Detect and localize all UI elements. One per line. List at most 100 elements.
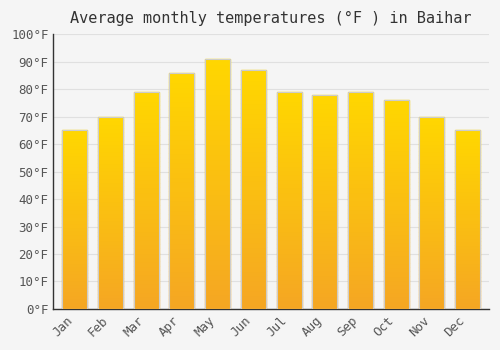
Bar [312,236,337,240]
Bar [348,96,373,100]
Bar [312,129,337,133]
Bar [241,266,266,271]
Bar [348,118,373,122]
Bar [348,257,373,261]
Bar [312,296,337,300]
Bar [276,257,301,261]
Bar [98,124,123,128]
Bar [62,230,88,234]
Bar [98,178,123,182]
Bar [384,305,408,309]
Bar [312,163,337,168]
Bar [62,305,88,309]
Bar [312,138,337,142]
Bar [170,285,194,290]
Bar [420,117,444,309]
Bar [170,139,194,144]
Bar [455,141,480,145]
Bar [62,238,88,241]
Bar [62,256,88,259]
Bar [62,284,88,287]
Bar [420,251,444,255]
Bar [98,155,123,159]
Bar [312,215,337,219]
Bar [241,280,266,285]
Bar [205,249,230,254]
Bar [98,120,123,124]
Bar [241,175,266,180]
Bar [276,187,301,192]
Bar [312,125,337,129]
Bar [134,131,159,135]
Bar [348,292,373,296]
Bar [170,196,194,200]
Bar [455,302,480,305]
Bar [312,180,337,185]
Bar [455,134,480,138]
Bar [348,196,373,201]
Bar [420,136,444,140]
Bar [455,216,480,220]
Bar [420,290,444,294]
Bar [134,231,159,235]
Bar [205,69,230,74]
Bar [312,262,337,266]
Bar [455,277,480,280]
Bar [241,290,266,295]
Bar [420,144,444,147]
Bar [205,94,230,99]
Bar [170,158,194,162]
Bar [98,294,123,298]
Bar [455,266,480,270]
Bar [205,129,230,134]
Bar [170,96,194,101]
Bar [98,274,123,278]
Bar [241,228,266,232]
Bar [455,170,480,173]
Bar [205,219,230,224]
Bar [98,278,123,282]
Bar [312,304,337,309]
Bar [312,249,337,253]
Bar [241,113,266,118]
Bar [312,253,337,258]
Bar [170,134,194,139]
Bar [205,124,230,129]
Bar [312,176,337,180]
Bar [348,100,373,105]
Bar [420,301,444,305]
Bar [134,114,159,118]
Bar [62,280,88,284]
Bar [420,182,444,186]
Bar [98,236,123,240]
Bar [134,174,159,179]
Bar [384,284,408,288]
Bar [170,172,194,177]
Bar [170,262,194,266]
Bar [420,259,444,263]
Bar [384,238,408,242]
Bar [348,214,373,218]
Bar [134,153,159,157]
Bar [134,161,159,166]
Bar [170,111,194,115]
Bar [98,224,123,228]
Bar [134,109,159,114]
Bar [98,259,123,263]
Bar [205,149,230,154]
Bar [241,189,266,194]
Bar [98,217,123,220]
Bar [384,209,408,213]
Bar [384,259,408,263]
Bar [455,238,480,241]
Bar [276,92,301,309]
Bar [205,119,230,124]
Bar [420,190,444,194]
Bar [241,127,266,132]
Bar [348,131,373,135]
Bar [170,238,194,243]
Bar [420,197,444,201]
Bar [312,185,337,189]
Bar [276,144,301,148]
Bar [241,256,266,261]
